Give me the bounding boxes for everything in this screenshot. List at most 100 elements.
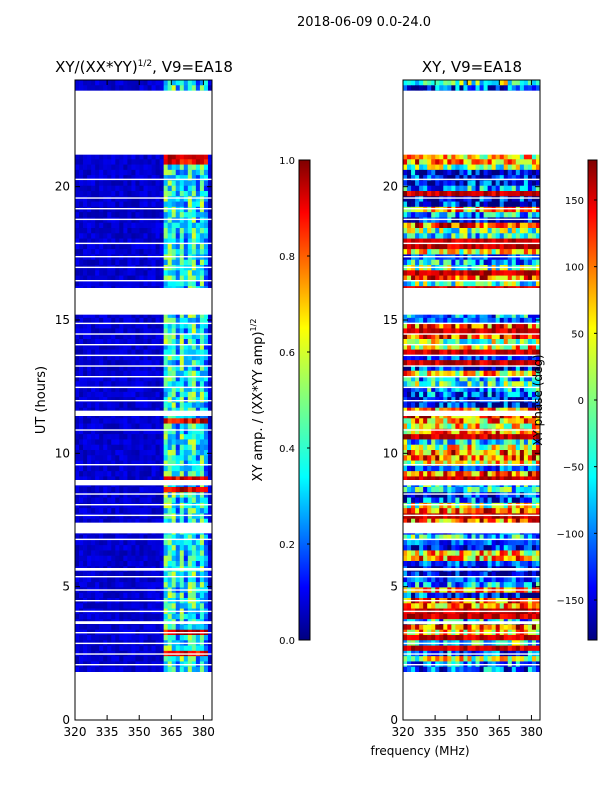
amplitude-heatmap-cell: [75, 423, 80, 430]
amplitude-heatmap-cell: [171, 154, 177, 160]
amplitude-heatmap-cell: [75, 339, 80, 345]
phase-heatmap-cell: [519, 164, 525, 171]
amplitude-heatmap-cell: [159, 381, 165, 387]
amplitude-heatmap-cell: [171, 238, 177, 245]
amplitude-heatmap-cell: [147, 656, 152, 662]
phase-heatmap-cell: [515, 169, 521, 176]
amplitude-heatmap-cell: [159, 534, 165, 541]
amplitude-heatmap-cell: [79, 555, 84, 562]
phase-heatmap-cell: [523, 201, 529, 208]
amplitude-heatmap-cell: [191, 423, 197, 430]
amplitude-heatmap-cell: [103, 518, 108, 525]
amplitude-heatmap-cell: [83, 635, 88, 641]
phase-heatmap-cell: [499, 222, 505, 229]
phase-heatmap-cell: [467, 228, 472, 234]
amplitude-heatmap-cell: [143, 555, 148, 562]
amplitude-heatmap-cell: [99, 576, 104, 583]
amplitude-heatmap-cell: [115, 471, 120, 477]
phase-heatmap-cell: [459, 238, 464, 245]
amplitude-heatmap-cell: [159, 550, 165, 557]
amplitude-heatmap-cell: [75, 476, 80, 483]
amplitude-heatmap-cell: [151, 238, 156, 245]
amplitude-heatmap-cell: [199, 154, 205, 160]
amplitude-heatmap-cell: [135, 85, 140, 91]
amplitude-heatmap-cell: [171, 555, 177, 562]
amplitude-heatmap-cell: [99, 233, 104, 239]
phase-heatmap-cell: [519, 169, 525, 176]
amplitude-heatmap-cell: [199, 439, 205, 446]
amplitude-heatmap-cell: [139, 555, 144, 562]
amplitude-heatmap-cell: [183, 85, 189, 91]
amplitude-heatmap-cell: [167, 534, 173, 541]
amplitude-heatmap-cell: [111, 666, 116, 673]
amplitude-heatmap-cell: [183, 391, 189, 398]
phase-heatmap-cell: [519, 185, 525, 192]
amplitude-heatmap-cell: [187, 450, 193, 456]
amplitude-heatmap-cell: [91, 539, 96, 546]
phase-heatmap-cell: [435, 238, 440, 245]
amplitude-heatmap-cell: [147, 502, 152, 509]
amplitude-heatmap-cell: [75, 228, 80, 234]
amplitude-heatmap-cell: [79, 212, 84, 218]
amplitude-heatmap-cell: [75, 259, 80, 266]
amplitude-heatmap-cell: [175, 381, 181, 387]
phase-heatmap-cell: [455, 185, 460, 192]
amplitude-heatmap-cell: [131, 243, 136, 250]
amplitude-heatmap-cell: [199, 613, 205, 620]
amplitude-heatmap-cell: [87, 391, 92, 398]
amplitude-heatmap-cell: [155, 534, 161, 541]
amplitude-heatmap-cell: [151, 434, 156, 440]
phase-heatmap-cell: [515, 159, 521, 165]
amplitude-heatmap-cell: [167, 312, 173, 319]
amplitude-heatmap-cell: [135, 185, 140, 192]
amplitude-heatmap-cell: [147, 555, 152, 562]
amplitude-heatmap-cell: [75, 169, 80, 176]
amplitude-heatmap-cell: [199, 317, 205, 324]
amplitude-heatmap-cell: [99, 391, 104, 398]
phase-heatmap-cell: [411, 222, 416, 229]
amplitude-heatmap-cell: [127, 206, 132, 213]
amplitude-heatmap-cell: [139, 487, 144, 493]
phase-heatmap-cell: [535, 154, 541, 160]
amplitude-heatmap-cell: [187, 376, 193, 382]
amplitude-heatmap-cell: [191, 455, 197, 461]
amplitude-heatmap-cell: [163, 460, 169, 467]
amplitude-heatmap-cell: [83, 228, 88, 234]
amplitude-heatmap-cell: [203, 323, 209, 329]
amplitude-heatmap-cell: [151, 656, 156, 662]
amplitude-heatmap-cell: [151, 249, 156, 255]
phase-heatmap-cell: [431, 175, 436, 181]
amplitude-heatmap-cell: [131, 471, 136, 477]
amplitude-heatmap-cell: [135, 196, 140, 202]
amplitude-heatmap-cell: [195, 402, 201, 409]
amplitude-heatmap-cell: [155, 465, 161, 472]
amplitude-data-gap-line: [75, 365, 212, 367]
amplitude-heatmap-cell: [163, 339, 169, 345]
amplitude-heatmap-cell: [107, 249, 112, 255]
amplitude-heatmap-cell: [195, 460, 201, 467]
amplitude-heatmap-cell: [191, 238, 197, 245]
amplitude-heatmap-cell: [91, 455, 96, 461]
amplitude-heatmap-cell: [111, 550, 116, 557]
amplitude-heatmap-cell: [79, 312, 84, 319]
amplitude-heatmap-cell: [107, 233, 112, 239]
phase-heatmap-cell: [403, 206, 408, 213]
phase-heatmap-cell: [439, 191, 444, 197]
amplitude-heatmap-cell: [183, 317, 189, 324]
amplitude-heatmap-cell: [143, 333, 148, 340]
amplitude-heatmap-cell: [179, 164, 185, 171]
amplitude-heatmap-cell: [79, 402, 84, 409]
amplitude-heatmap-cell: [115, 323, 120, 329]
amplitude-heatmap-cell: [87, 502, 92, 509]
amplitude-heatmap-cell: [135, 275, 140, 282]
amplitude-heatmap-cell: [171, 185, 177, 192]
amplitude-heatmap-cell: [203, 492, 209, 498]
phase-heatmap-cell: [503, 80, 509, 86]
amplitude-heatmap-cell: [107, 333, 112, 340]
amplitude-heatmap-cell: [131, 492, 136, 498]
phase-heatmap-cell: [423, 175, 428, 181]
phase-heatmap-cell: [403, 196, 408, 202]
amplitude-heatmap-cell: [163, 159, 169, 165]
amplitude-heatmap-cell: [87, 465, 92, 472]
phase-heatmap-cell: [439, 222, 444, 229]
